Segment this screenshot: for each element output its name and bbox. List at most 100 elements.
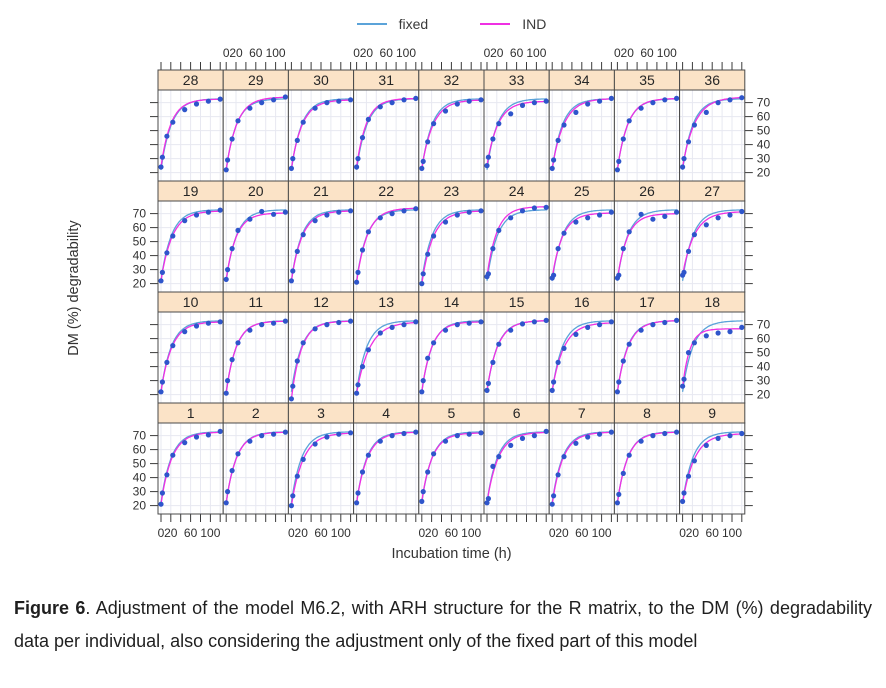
panel-4: 4 [353,402,420,515]
svg-text:60: 60 [510,46,524,60]
panel-5: 5 [418,402,485,515]
ind-curve [225,431,287,503]
svg-text:20: 20 [133,499,147,513]
data-points [288,97,354,171]
strip-label-33: 33 [509,72,525,88]
panel-8: 8 [613,402,681,515]
strip-label-16: 16 [574,294,590,310]
panel-6: 6 [483,402,550,515]
panel-18: 18 [679,291,746,404]
ind-line-swatch-icon [480,23,511,25]
panel-23: 23 [418,180,485,293]
svg-text:60: 60 [184,526,198,540]
panel-10: 10 [157,291,224,404]
svg-text:20: 20 [555,526,569,540]
strip-label-17: 17 [639,294,655,310]
ind-curve [225,212,287,280]
figure-6-plot: fixed IND 0 20 60 100 0 20 60 100 0 20 60 100 0 20 60 1… [66,16,771,562]
data-points [354,429,419,506]
svg-text:0: 0 [158,526,165,540]
svg-text:0: 0 [418,526,425,540]
legend-item-ind: IND [480,16,546,32]
plot-legend: fixed IND [158,16,745,32]
data-points [484,98,549,169]
panel-30: 30 [287,69,355,182]
svg-text:100: 100 [526,46,546,60]
strip-label-22: 22 [378,183,394,199]
svg-text:100: 100 [200,526,220,540]
svg-text:20: 20 [360,46,374,60]
fixed-curve [160,320,222,392]
panel-1: 1 [157,402,224,515]
data-points [614,95,680,173]
panel-gridlines [484,201,550,292]
svg-text:20: 20 [757,388,771,402]
ind-curve [290,99,352,169]
svg-text:40: 40 [133,471,147,485]
ind-curve [290,320,352,399]
panel-14: 14 [418,291,485,404]
ind-curve [290,210,352,281]
panel-7: 7 [548,402,615,515]
ind-curve [225,320,287,394]
fixed-curve [681,320,743,392]
panel-29: 29 [222,69,289,182]
svg-text:40: 40 [757,360,771,374]
figure-caption: Figure 6. Adjustment of the model M6.2, … [14,592,872,658]
panel-13: 13 [353,291,420,404]
svg-text:100: 100 [657,46,677,60]
strip-label-5: 5 [448,405,456,421]
panel-26: 26 [613,180,681,293]
ind-curve [160,321,222,392]
svg-text:70: 70 [757,96,771,110]
svg-text:100: 100 [461,526,481,540]
svg-text:20: 20 [425,526,439,540]
strip-label-25: 25 [574,183,590,199]
data-points [419,430,484,504]
strip-label-2: 2 [252,405,260,421]
strip-label-4: 4 [382,405,390,421]
ind-curve [355,97,417,168]
fixed-curve [486,431,548,503]
legend-label-fixed: fixed [398,16,429,32]
strip-label-19: 19 [183,183,199,199]
ind-curve [616,320,678,392]
ind-curve [486,431,548,503]
svg-text:0: 0 [549,526,556,540]
strip-label-18: 18 [704,294,720,310]
strip-label-14: 14 [444,294,460,310]
svg-text:20: 20 [133,277,147,291]
data-points [614,209,680,281]
svg-text:0: 0 [679,526,686,540]
svg-text:20: 20 [490,46,504,60]
data-points [419,319,484,395]
svg-text:60: 60 [575,526,589,540]
svg-text:40: 40 [757,138,771,152]
strip-label-31: 31 [378,72,394,88]
data-points [419,97,484,171]
panel-16: 16 [548,291,615,404]
ind-curve [421,432,482,502]
svg-text:20: 20 [757,166,771,180]
ind-curve [160,431,222,505]
figure-caption-text: . Adjustment of the model M6.2, with ARH… [14,598,872,651]
ind-curve [355,321,417,394]
strip-label-9: 9 [708,405,716,421]
panel-gridlines [223,312,289,403]
strip-label-21: 21 [313,183,329,199]
strip-label-29: 29 [248,72,264,88]
svg-text:50: 50 [133,457,147,471]
panel-21: 21 [287,180,355,293]
ind-curve [225,96,287,170]
ind-curve [421,321,482,392]
strip-label-32: 32 [444,72,460,88]
svg-text:60: 60 [380,46,394,60]
ind-curve [551,322,613,391]
panel-gridlines [614,201,680,292]
panel-31: 31 [353,69,420,182]
fixed-line-swatch-icon [356,23,387,25]
svg-text:100: 100 [592,526,612,540]
data-points [680,95,745,170]
strip-label-3: 3 [317,405,325,421]
